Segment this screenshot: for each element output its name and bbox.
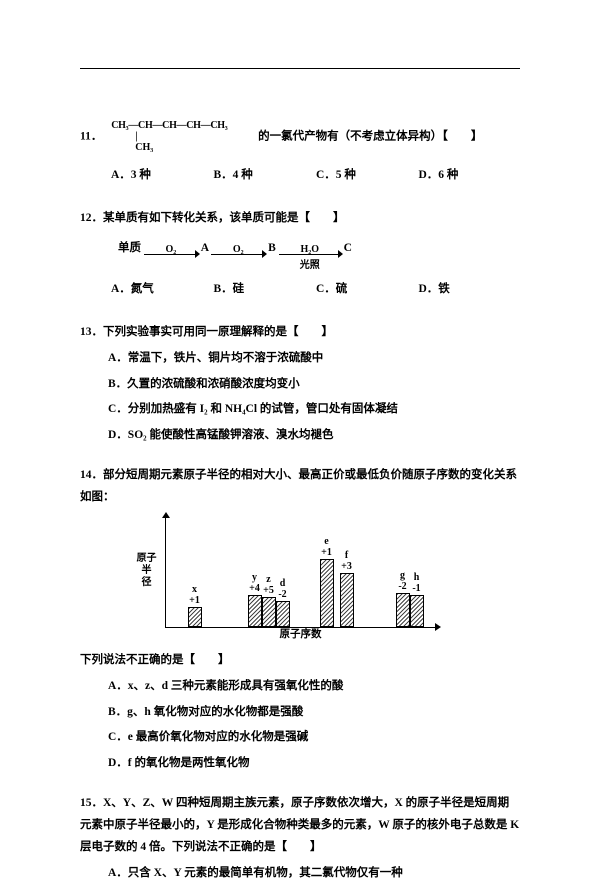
q12-mid1: A [201,242,209,254]
q11-opt-d: D．6 种 [418,164,519,188]
y-axis-arrow-icon [162,512,170,518]
q14-bar: f+3 [340,573,354,627]
q11-opt-c: C．5 种 [315,164,416,188]
q12-stem: 12．某单质有如下转化关系，该单质可能是【 】 [80,208,520,230]
q13-stem: 13．下列实验事实可用同一原理解释的是【 】 [80,322,520,344]
q14-opt-b: B．g、h 氧化物对应的水化物都是强酸 [108,702,520,724]
q14-bar: d-2 [276,601,290,627]
q12-opt-c: C．硫 [315,278,416,302]
q12-opt-d: D．铁 [418,278,519,302]
q14-bar: z+5 [262,597,276,627]
q14-bar: h-1 [410,595,424,627]
q12-opt-a: A．氮气 [110,278,211,302]
q11-structure: CH₃—CH—CH—CH—CH₃ | CH₃ [105,120,255,154]
q12-scheme: 单质 O₂ A O₂ B H₂O 光照 C [118,238,352,260]
q14-bar: x+1 [188,607,202,627]
q15-opt-a: A．只含 X、Y 元素的最简单有机物，其二氯代物仅有一种 [108,863,520,884]
question-12: 12．某单质有如下转化关系，该单质可能是【 】 单质 O₂ A O₂ B H₂O… [80,208,520,304]
q12-start: 单质 [118,242,141,254]
q11-struct-top: CH₃—CH—CH—CH—CH₃ [111,120,227,132]
q11-stem-after: 的一氯代产物有（不考虑立体异构）【 】 [258,131,482,143]
q13-opt-c: C．分别加热盛有 I₂ 和 NH₄Cl 的试管，管口处有固体凝结 [108,399,520,421]
q13-opt-b: B．久置的浓硫酸和浓硝酸浓度均变小 [108,374,520,396]
q14-sub-stem: 下列说法不正确的是【 】 [80,650,520,672]
q11-struct-bot: CH₃ [135,142,153,154]
q14-xlabel: 原子序数 [166,625,436,645]
header-rule [80,68,520,69]
q12-end: C [344,242,352,254]
q14-bar-label: h-1 [405,572,429,594]
q12-mid2: B [268,242,276,254]
q11-opt-b: B．4 种 [213,164,314,188]
q11-number: 11． [80,131,102,143]
q11-options: A．3 种 B．4 种 C．5 种 D．6 种 [108,162,520,190]
q14-bar-label: x+1 [183,584,207,606]
q14-bar: g-2 [396,593,410,627]
q13-opt-a: A．常温下，铁片、铜片均不溶于浓硫酸中 [108,348,520,370]
q12-opt-b: B．硅 [213,278,314,302]
question-15: 15．X、Y、Z、W 四种短周期主族元素，原子序数依次增大，X 的原子半径是短周… [80,793,520,884]
q13-opt-d: D．SO₂ 能使酸性高锰酸钾溶液、溴水均褪色 [108,425,520,447]
q14-ylabel: 原子 半 径 [132,553,162,589]
exam-page: 11． CH₃—CH—CH—CH—CH₃ | CH₃ 的一氯代产物有（不考虑立体… [0,0,595,842]
question-11: 11． CH₃—CH—CH—CH—CH₃ | CH₃ 的一氯代产物有（不考虑立体… [80,120,520,190]
q14-chart: 原子 半 径 原子序数 x+1y+4z+5d-2e+1f+3g-2h-1 [165,517,436,628]
q14-opt-c: C．e 最高价氧化物对应的水化物是强碱 [108,727,520,749]
question-13: 13．下列实验事实可用同一原理解释的是【 】 A．常温下，铁片、铜片均不溶于浓硫… [80,322,520,447]
question-14: 14．部分短周期元素原子半径的相对大小、最高正价或最低负价随原子序数的变化关系如… [80,465,520,775]
q15-stem: 15．X、Y、Z、W 四种短周期主族元素，原子序数依次增大，X 的原子半径是短周… [80,793,520,859]
q14-opt-d: D．f 的氧化物是两性氧化物 [108,753,520,775]
q14-stem: 14．部分短周期元素原子半径的相对大小、最高正价或最低负价随原子序数的变化关系如… [80,465,520,509]
q12-options: A．氮气 B．硅 C．硫 D．铁 [108,276,520,304]
q14-opt-a: A．x、z、d 三种元素能形成具有强氧化性的酸 [108,676,520,698]
q14-bar: y+4 [248,595,262,627]
q14-bar: e+1 [320,559,334,627]
q11-opt-a: A．3 种 [110,164,211,188]
q14-bar-label: f+3 [335,550,359,572]
q14-bar-label: d-2 [271,578,295,600]
